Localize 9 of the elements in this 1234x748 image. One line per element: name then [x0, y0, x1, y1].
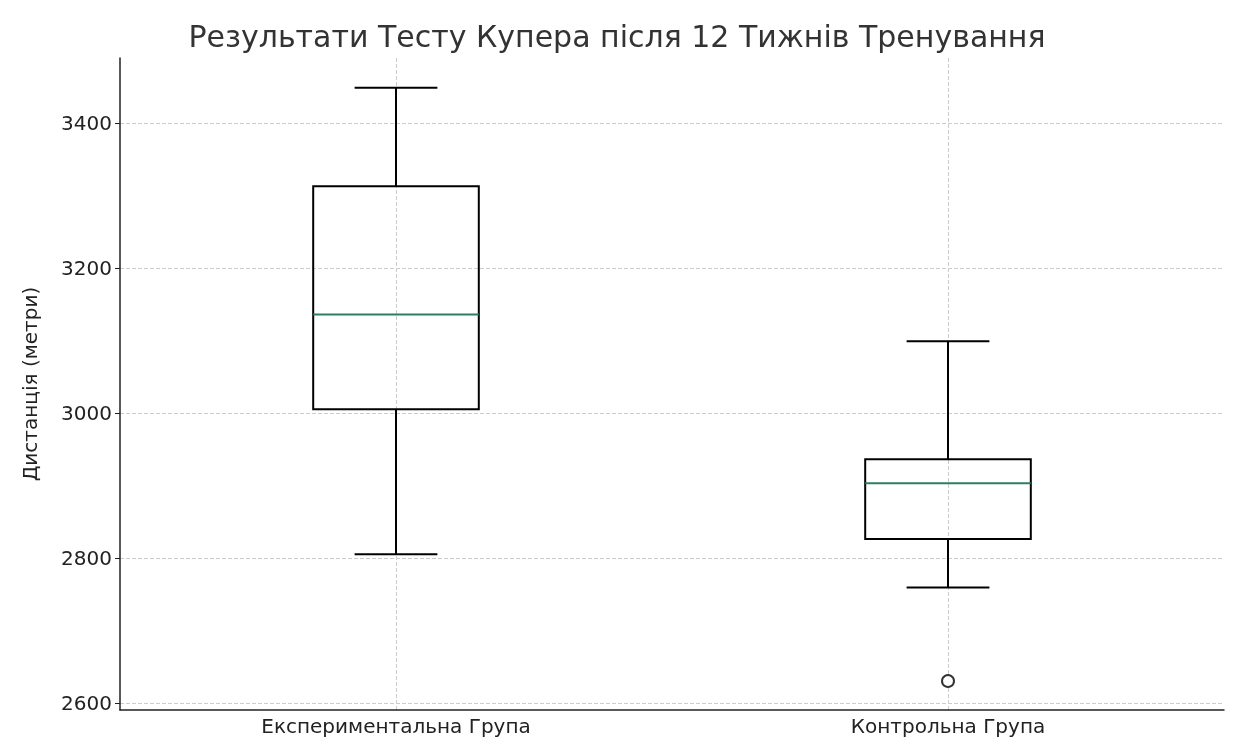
- chart-title: Результати Тесту Купера після 12 Тижнів Тренування: [188, 18, 1046, 54]
- x-tick-label: Контрольна Група: [850, 714, 1046, 738]
- y-tick-label: 2800: [61, 545, 112, 570]
- y-tick-label: 3000: [61, 400, 112, 425]
- x-tick-label: Експериментальна Група: [261, 714, 531, 738]
- y-tick-label: 2600: [61, 690, 112, 715]
- y-tick-label: 3400: [61, 111, 112, 136]
- y-tick-label: 3200: [61, 256, 112, 281]
- y-axis-title: Дистанція (метри): [18, 286, 42, 482]
